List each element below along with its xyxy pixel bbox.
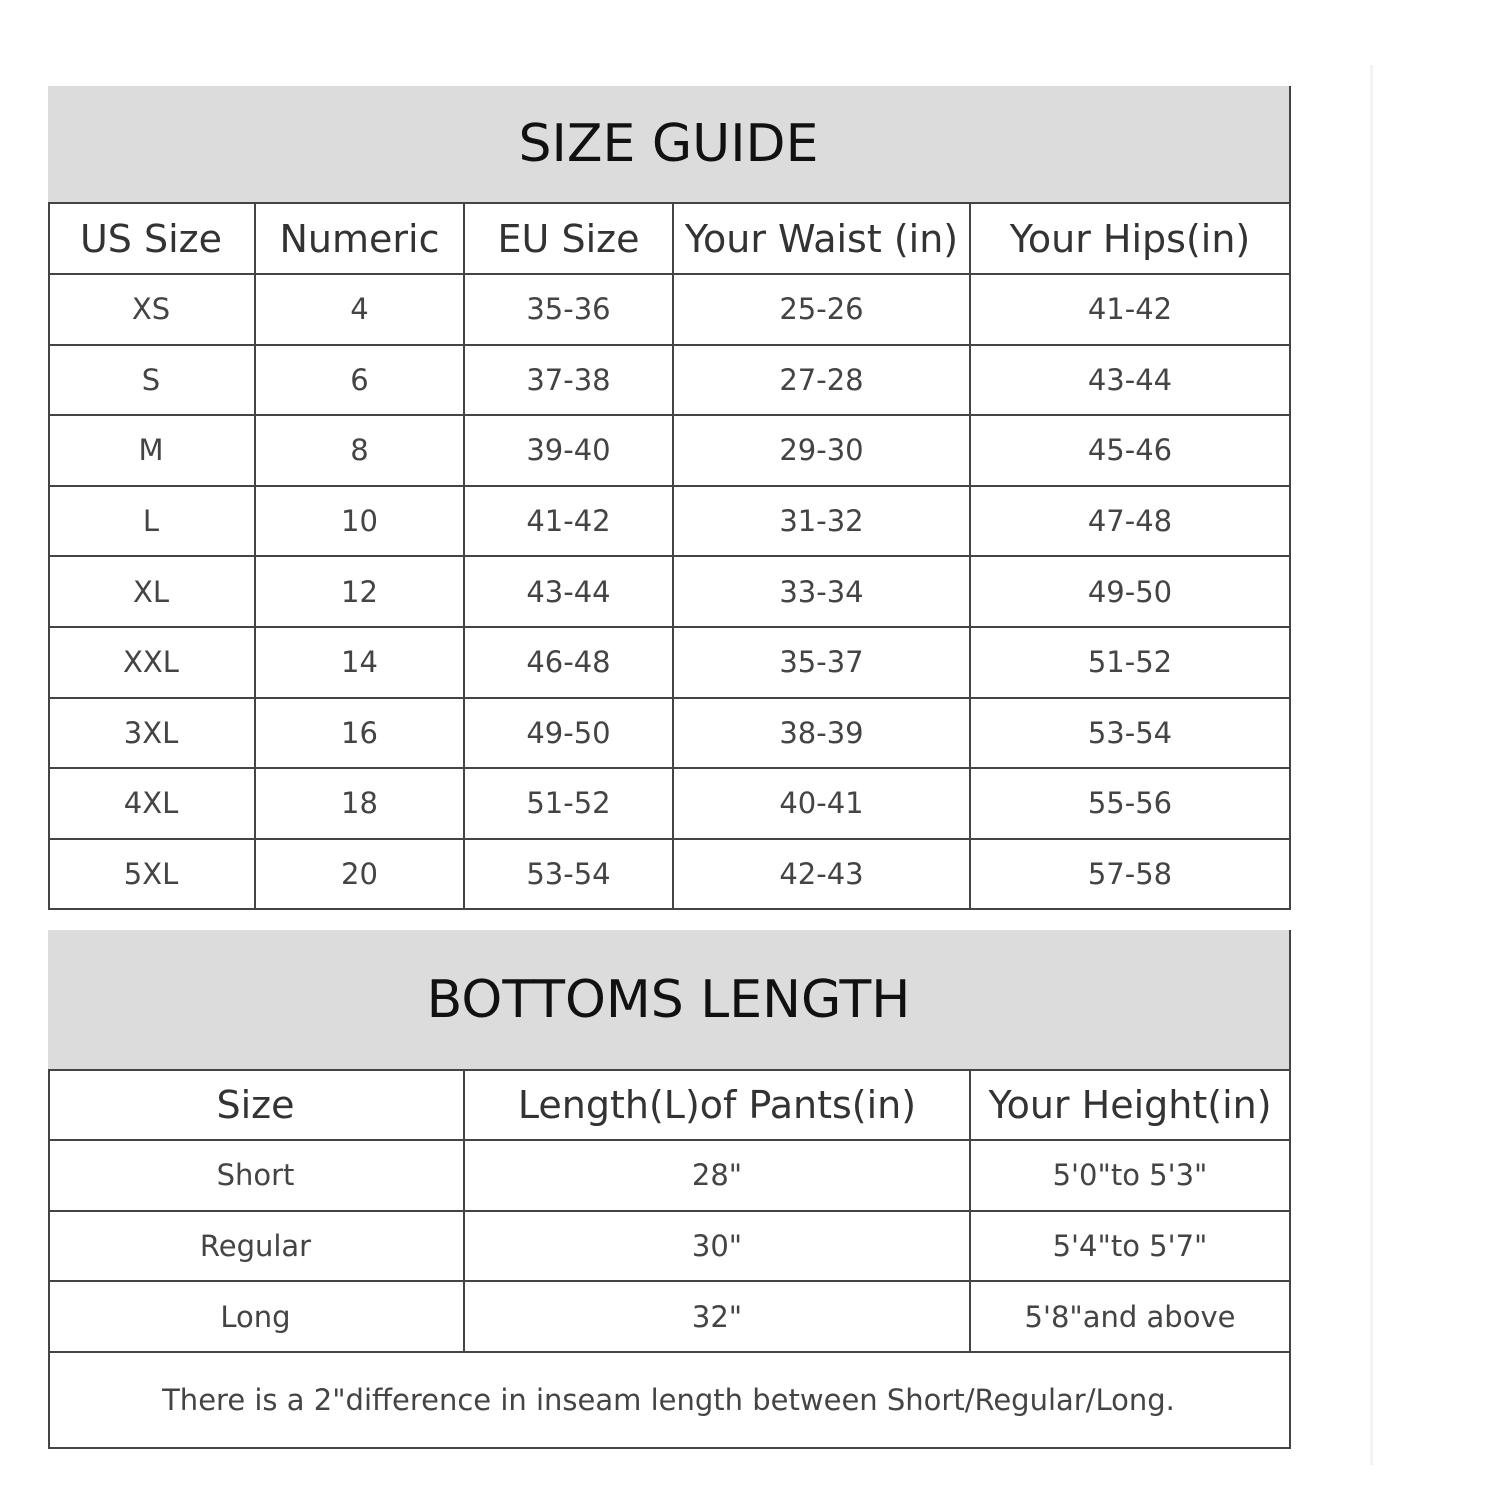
table-cell: 5'0"to 5'3" <box>971 1141 1291 1212</box>
table-cell: XL <box>48 557 256 628</box>
column-header: Length(L)of Pants(in) <box>465 1071 971 1141</box>
table-cell: 39-40 <box>465 416 674 487</box>
table-cell: 4 <box>256 275 465 346</box>
table-cell: 32" <box>465 1282 971 1354</box>
table-cell: 51-52 <box>465 769 674 840</box>
table-cell: 51-52 <box>971 628 1291 699</box>
column-header: Your Waist (in) <box>674 204 971 275</box>
table-cell: 49-50 <box>465 698 674 770</box>
table-cell: 31-32 <box>674 486 971 558</box>
table-cell: 29-30 <box>674 416 971 487</box>
column-header: Numeric <box>256 204 465 275</box>
table-cell: 20 <box>256 839 465 911</box>
table-cell: 16 <box>256 698 465 770</box>
table-cell: 25-26 <box>674 275 971 346</box>
table-cell: 35-37 <box>674 628 971 699</box>
table-cell: 6 <box>256 345 465 417</box>
table-cell: 37-38 <box>465 345 674 417</box>
table-title: BOTTOMS LENGTH <box>48 930 1291 1071</box>
table-cell: 14 <box>256 628 465 699</box>
column-header: Your Hips(in) <box>971 204 1291 275</box>
table-cell: 49-50 <box>971 557 1291 628</box>
table-cell: 5'4"to 5'7" <box>971 1211 1291 1283</box>
table-cell: 18 <box>256 769 465 840</box>
table-cell: 33-34 <box>674 557 971 628</box>
table-cell: 5XL <box>48 839 256 911</box>
table-cell: 41-42 <box>971 275 1291 346</box>
column-header: Your Height(in) <box>971 1071 1291 1141</box>
table-cell: 46-48 <box>465 628 674 699</box>
table-cell: 47-48 <box>971 486 1291 558</box>
scroll-edge <box>1370 65 1373 1465</box>
table-cell: XS <box>48 275 256 346</box>
table-cell: 5'8"and above <box>971 1282 1291 1354</box>
table-title: SIZE GUIDE <box>48 86 1291 204</box>
table-cell: 53-54 <box>971 698 1291 770</box>
table-cell: 4XL <box>48 769 256 840</box>
table-cell: 57-58 <box>971 839 1291 911</box>
table-cell: 41-42 <box>465 486 674 558</box>
table-cell: Short <box>48 1141 465 1212</box>
table-cell: 43-44 <box>465 557 674 628</box>
column-header: EU Size <box>465 204 674 275</box>
table-cell: 38-39 <box>674 698 971 770</box>
table-cell: 42-43 <box>674 839 971 911</box>
table-cell: 28" <box>465 1141 971 1212</box>
table-cell: 12 <box>256 557 465 628</box>
table-cell: L <box>48 486 256 558</box>
table-cell: 8 <box>256 416 465 487</box>
table-cell: 53-54 <box>465 839 674 911</box>
table-cell: Regular <box>48 1211 465 1283</box>
table-cell: 45-46 <box>971 416 1291 487</box>
table-cell: S <box>48 345 256 417</box>
table-cell: 10 <box>256 486 465 558</box>
table-cell: 3XL <box>48 698 256 770</box>
note: There is a 2"difference in inseam length… <box>48 1353 1291 1449</box>
column-header: US Size <box>48 204 256 275</box>
table-cell: XXL <box>48 628 256 699</box>
table-cell: Long <box>48 1282 465 1354</box>
table-cell: 30" <box>465 1211 971 1283</box>
table-cell: 40-41 <box>674 769 971 840</box>
table-cell: 35-36 <box>465 275 674 346</box>
table-cell: M <box>48 416 256 487</box>
table-cell: 27-28 <box>674 345 971 417</box>
table-cell: 43-44 <box>971 345 1291 417</box>
column-header: Size <box>48 1071 465 1141</box>
table-cell: 55-56 <box>971 769 1291 840</box>
